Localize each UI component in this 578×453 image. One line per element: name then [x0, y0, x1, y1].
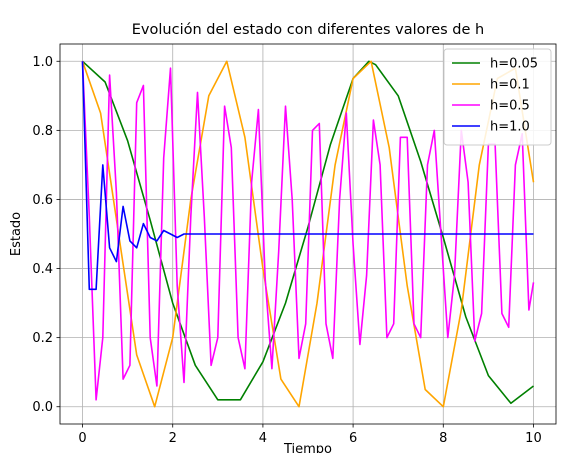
y-tick-label: 0.6 [32, 193, 53, 208]
y-tick-label: 0.8 [32, 124, 53, 139]
x-axis-label: Tiempo [283, 442, 332, 453]
plot-frame [59, 43, 557, 425]
chart-title: Evolución del estado con diferentes valo… [132, 22, 484, 38]
y-tick-label: 0.2 [32, 331, 53, 346]
x-tick-label: 6 [349, 431, 357, 446]
series-line-h-0-5 [81, 61, 535, 401]
axis-ticks: 0 2 4 6 8 10 0.0 0.2 0.4 0.6 0.8 1.0 [32, 55, 541, 446]
y-tick-label: 0.4 [32, 262, 53, 277]
series-line-h-0-1 [81, 60, 535, 408]
y-axis-label: Estado [9, 212, 24, 256]
legend: h=0.05 h=0.1 h=0.5 h=1.0 [443, 48, 552, 146]
legend-box [443, 48, 552, 146]
y-tick-label: 1.0 [32, 55, 53, 70]
x-tick-label: 10 [525, 431, 542, 446]
legend-label: h=1.0 [490, 120, 530, 135]
x-tick-label: 2 [169, 431, 177, 446]
series-line-h-1-0 [81, 61, 534, 291]
legend-label: h=0.5 [490, 99, 530, 114]
legend-label: h=0.1 [490, 78, 530, 93]
x-tick-label: 8 [439, 431, 447, 446]
y-tick-label: 0.0 [32, 400, 53, 415]
series-lines [81, 60, 535, 408]
x-tick-label: 4 [259, 431, 267, 446]
x-tick-label: 0 [78, 431, 86, 446]
legend-label: h=0.05 [490, 57, 538, 72]
